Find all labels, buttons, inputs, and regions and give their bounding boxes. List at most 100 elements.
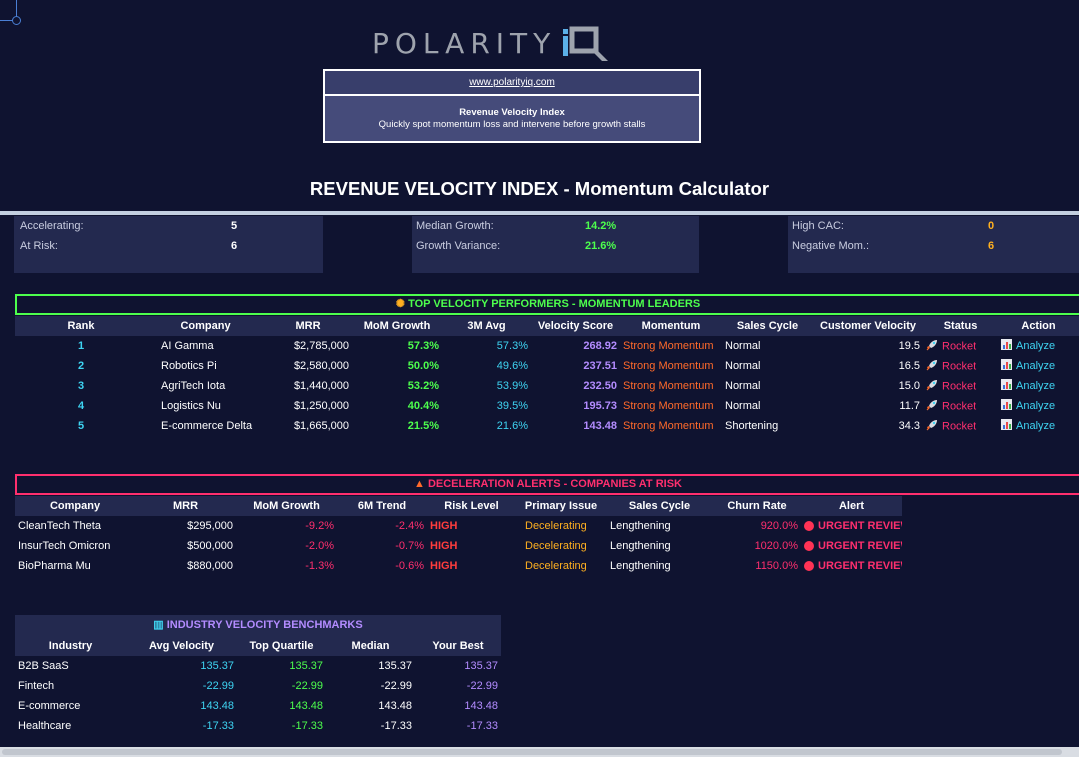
siren-icon: ▲ xyxy=(414,478,425,490)
col-header[interactable]: MoM Growth xyxy=(236,496,337,516)
info-box-subtitle: Quickly spot momentum loss and intervene… xyxy=(378,119,646,130)
col-header[interactable]: Velocity Score xyxy=(531,316,620,336)
status-cell: Rocket xyxy=(923,376,998,396)
horizontal-scrollbar[interactable] xyxy=(0,747,1079,757)
action-cell[interactable]: Analyze xyxy=(998,336,1079,356)
industry-cell: Healthcare xyxy=(18,720,72,732)
avg-3m-cell: 57.3% xyxy=(496,340,528,352)
company-cell: BioPharma Mu xyxy=(18,560,91,572)
analyze-link[interactable]: Analyze xyxy=(1016,419,1056,432)
sales-cycle-cell: Lengthening xyxy=(610,560,671,572)
status-label: Rocket xyxy=(942,419,977,432)
col-header[interactable]: MRR xyxy=(135,496,236,516)
col-header[interactable]: Risk Level xyxy=(427,496,516,516)
your-best-cell: -17.33 xyxy=(466,720,498,732)
resize-handle[interactable] xyxy=(12,16,21,25)
col-header[interactable]: Primary Issue xyxy=(516,496,606,516)
momentum-cell: Strong Momentum xyxy=(623,420,714,432)
top-quartile-cell: -22.99 xyxy=(291,680,323,692)
rocket-icon xyxy=(926,339,938,354)
avg-velocity-cell: -17.33 xyxy=(202,720,234,732)
col-header[interactable]: Alert xyxy=(801,496,902,516)
analyze-link[interactable]: Analyze xyxy=(1016,339,1056,352)
col-header[interactable]: 3M Avg xyxy=(442,316,531,336)
your-best-cell: 135.37 xyxy=(464,660,498,672)
col-header[interactable]: Customer Velocity xyxy=(813,316,923,336)
sales-cycle-cell: Shortening xyxy=(725,420,779,432)
customer-velocity-cell: 15.0 xyxy=(898,380,920,392)
mom-growth-cell: -1.3% xyxy=(305,560,334,572)
kpi-label: Accelerating: xyxy=(20,220,84,232)
kpi-label: Median Growth: xyxy=(416,220,494,232)
analyze-link[interactable]: Analyze xyxy=(1016,359,1056,372)
table-header-row: Industry Avg Velocity Top Quartile Media… xyxy=(15,636,501,656)
top-performers-table: Rank Company MRR MoM Growth 3M Avg Veloc… xyxy=(15,316,1079,436)
col-header[interactable]: Churn Rate xyxy=(713,496,801,516)
col-header[interactable]: Company xyxy=(147,316,264,336)
chart-icon xyxy=(1001,339,1012,353)
customer-velocity-cell: 11.7 xyxy=(899,400,920,412)
trend-6m-cell: -0.7% xyxy=(395,540,424,552)
avg-3m-cell: 21.6% xyxy=(496,420,528,432)
website-link[interactable]: www.polarityiq.com xyxy=(469,77,555,88)
mrr-cell: $1,250,000 xyxy=(293,400,349,412)
chart-icon xyxy=(1001,359,1012,373)
sparkle-icon: ✺ xyxy=(395,298,405,310)
col-header[interactable]: MoM Growth xyxy=(352,316,442,336)
col-header[interactable]: Median xyxy=(326,636,415,656)
avg-velocity-cell: 135.37 xyxy=(200,660,234,672)
top-quartile-cell: 135.37 xyxy=(289,660,323,672)
selection-box[interactable] xyxy=(0,0,17,21)
action-cell[interactable]: Analyze xyxy=(998,376,1079,396)
col-header[interactable]: Top Quartile xyxy=(237,636,326,656)
table-row: Fintech -22.99 -22.99 -22.99 -22.99 xyxy=(15,676,501,696)
red-dot-icon xyxy=(804,541,814,552)
col-header[interactable]: Your Best xyxy=(415,636,501,656)
velocity-score-cell: 232.50 xyxy=(583,380,617,392)
kpi-panel-momentum: Accelerating: 5 At Risk: 6 xyxy=(14,216,323,273)
rocket-icon xyxy=(926,359,938,374)
col-header[interactable]: Industry xyxy=(15,636,126,656)
action-cell[interactable]: Analyze xyxy=(998,416,1079,436)
analyze-link[interactable]: Analyze xyxy=(1016,399,1056,412)
mom-growth-cell: 53.2% xyxy=(407,380,439,392)
rank-cell: 5 xyxy=(77,420,85,432)
trend-6m-cell: -2.4% xyxy=(395,520,424,532)
risk-level-cell: HIGH xyxy=(430,520,458,532)
col-header[interactable]: Avg Velocity xyxy=(126,636,237,656)
col-header[interactable]: Momentum xyxy=(620,316,722,336)
col-header[interactable]: Status xyxy=(923,316,998,336)
col-header[interactable]: Company xyxy=(15,496,135,516)
avg-3m-cell: 53.9% xyxy=(496,380,528,392)
table-row: 1 AI Gamma $2,785,000 57.3% 57.3% 268.92 Stron… xyxy=(15,336,1079,356)
momentum-cell: Strong Momentum xyxy=(623,360,714,372)
sales-cycle-cell: Normal xyxy=(725,340,761,352)
rank-cell: 4 xyxy=(77,400,85,412)
col-header[interactable]: Sales Cycle xyxy=(722,316,813,336)
scrollbar-thumb[interactable] xyxy=(2,749,1062,755)
chart-icon xyxy=(1001,419,1012,433)
alert-cell: URGENT REVIEW xyxy=(801,556,902,576)
table-row: 3 AgriTech Iota $1,440,000 53.2% 53.9% 232.50… xyxy=(15,376,1079,396)
col-header[interactable]: Rank xyxy=(15,316,147,336)
col-header[interactable]: Sales Cycle xyxy=(606,496,713,516)
col-header[interactable]: 6M Trend xyxy=(337,496,427,516)
alert-label: URGENT REVIEW xyxy=(818,560,902,572)
action-cell[interactable]: Analyze xyxy=(998,356,1079,376)
momentum-cell: Strong Momentum xyxy=(623,340,714,352)
action-cell[interactable]: Analyze xyxy=(998,396,1079,416)
red-dot-icon xyxy=(804,521,814,532)
rank-cell: 2 xyxy=(77,360,85,372)
kpi-label: High CAC: xyxy=(792,220,844,232)
churn-rate-cell: 920.0% xyxy=(760,520,798,532)
table-header-row: Rank Company MRR MoM Growth 3M Avg Veloc… xyxy=(15,316,1079,336)
analyze-link[interactable]: Analyze xyxy=(1016,379,1056,392)
rocket-icon xyxy=(926,379,938,394)
customer-velocity-cell: 19.5 xyxy=(898,340,920,352)
mom-growth-cell: 50.0% xyxy=(407,360,439,372)
velocity-score-cell: 143.48 xyxy=(583,420,617,432)
mrr-cell: $500,000 xyxy=(187,540,233,552)
col-header[interactable]: Action xyxy=(998,316,1079,336)
col-header[interactable]: MRR xyxy=(264,316,352,336)
table-row: 2 Robotics Pi $2,580,000 50.0% 49.6% 237.51 St… xyxy=(15,356,1079,376)
